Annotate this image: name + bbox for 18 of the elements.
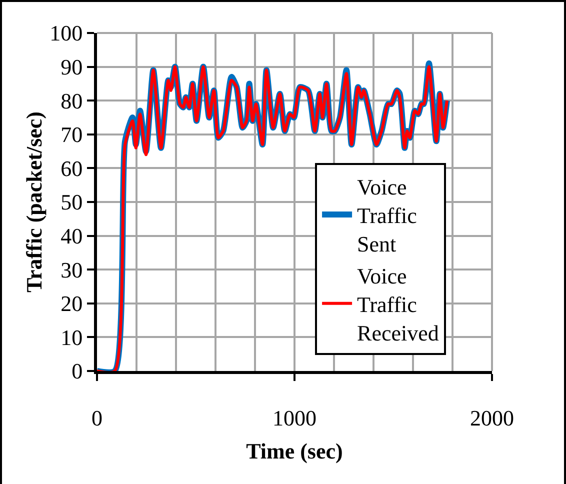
y-tick-label: 0 — [72, 358, 83, 384]
y-tick-label: 20 — [60, 291, 83, 316]
x-tick-label: 0 — [92, 405, 102, 430]
y-tick-label: 40 — [60, 224, 83, 248]
x-tick-label: 1000 — [272, 405, 316, 430]
legend-label: Voice Traffic Received — [357, 263, 439, 346]
y-tick-label: 70 — [60, 122, 83, 148]
y-tick-label: 90 — [60, 54, 83, 80]
y-tick-label: 60 — [60, 156, 83, 181]
y-tick-label: 50 — [60, 190, 83, 215]
y-tick-label: 80 — [60, 88, 83, 114]
y-tick-label: 10 — [60, 324, 83, 350]
legend-label: Voice Traffic Sent — [357, 174, 418, 257]
y-tick-label: 100 — [50, 20, 83, 46]
y-axis-title: Traffic (packet/sec) — [21, 111, 46, 293]
x-axis-title: Time (sec) — [246, 438, 343, 464]
y-tick-label: 30 — [60, 257, 83, 282]
x-tick-label: 2000 — [470, 405, 514, 430]
